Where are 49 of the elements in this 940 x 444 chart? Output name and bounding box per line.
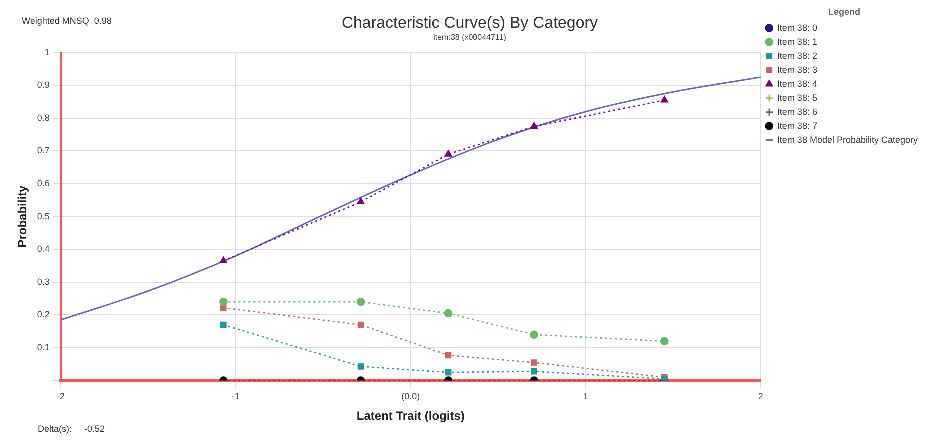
x-tick-label: 2: [758, 392, 764, 402]
point: [444, 309, 453, 318]
point: [220, 256, 228, 264]
x-tick-label: -1: [232, 392, 240, 402]
point: [445, 352, 452, 359]
legend-label: Item 38: 3: [777, 64, 818, 75]
point: [220, 298, 228, 306]
legend-label: Item 38: 6: [777, 106, 818, 117]
point: [356, 298, 366, 306]
y-tick-label: 0.1: [37, 342, 50, 352]
legend-label: Item 38: 1: [777, 36, 818, 47]
y-axis-title: Probability: [16, 185, 30, 248]
point: [220, 304, 227, 312]
y-tick-label: 0.2: [37, 310, 50, 320]
legend-label: Item 38: 7: [777, 120, 818, 131]
point: [660, 337, 669, 346]
y-tick-label: 0.8: [37, 112, 50, 123]
point: [530, 122, 538, 129]
x-tick-label: (0.0): [402, 392, 420, 402]
point: [531, 368, 538, 375]
point: [445, 369, 452, 376]
y-tick-label: 1: [44, 47, 50, 58]
point: [444, 150, 452, 157]
point: [358, 322, 364, 328]
x-tick-label: 1: [583, 392, 588, 402]
chart-title: Characteristic Curve(s) By Category: [342, 15, 598, 32]
y-tick-label: 0.5: [37, 211, 50, 222]
legend-label: Item 38: 4: [777, 78, 818, 89]
text: Weighted MNSQ 0.98: [22, 16, 112, 26]
point: [661, 96, 668, 103]
text: Delta(s): -0.52: [38, 424, 106, 434]
point: [530, 330, 538, 340]
y-tick-label: 0.3: [37, 276, 50, 287]
point: [358, 364, 364, 370]
legend-label: Item 38 Model Probability Category: [777, 134, 918, 145]
legend-title: Legend: [828, 6, 860, 17]
y-tick-label: 0.9: [37, 80, 50, 90]
y-tick-label: 0.7: [37, 146, 50, 156]
chart-subtitle: item:38 (x00044711): [434, 33, 507, 42]
legend-label: Item 38: 2: [777, 50, 818, 61]
point: [357, 198, 365, 204]
x-tick-label: -2: [56, 392, 65, 402]
legend-label: Item 38: 5: [777, 92, 818, 103]
legend-label: Item 38: 0: [777, 22, 818, 33]
y-tick-label: 0.4: [37, 244, 50, 254]
x-axis-title: Latent Trait (logits): [356, 409, 465, 424]
y-tick-label: 0.6: [37, 178, 50, 188]
point: [531, 360, 538, 366]
point: [220, 322, 227, 328]
